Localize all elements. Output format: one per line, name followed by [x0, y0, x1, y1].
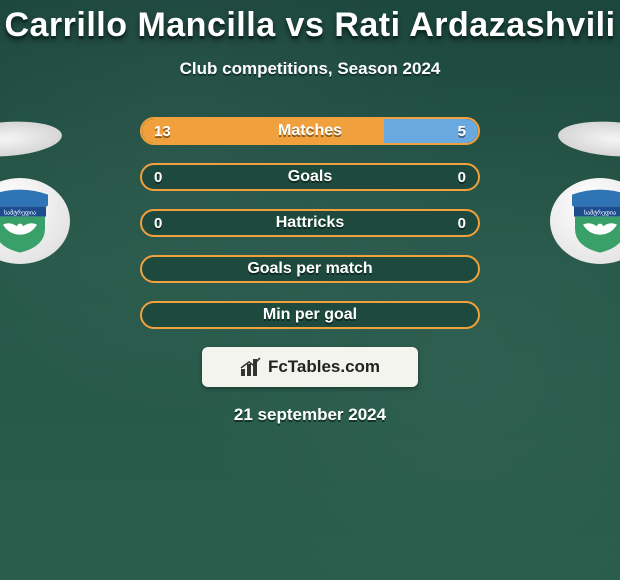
stat-pill: Min per goal: [140, 301, 480, 329]
stat-row: Min per goal: [0, 301, 620, 329]
stat-value-left: 13: [154, 119, 171, 143]
stat-pill: Matches13 5: [140, 117, 480, 145]
stat-label: Hattricks: [142, 214, 478, 232]
stat-value-left: 0: [154, 165, 162, 189]
watermark: FcTables.com: [202, 347, 418, 387]
page-title: Carrillo Mancilla vs Rati Ardazashvili: [0, 0, 620, 45]
stat-row: Goals0 0: [0, 163, 620, 191]
stat-value-right: 0: [458, 211, 466, 235]
stat-value-right: 5: [458, 119, 466, 143]
stat-pill: Hattricks0 0: [140, 209, 480, 237]
subtitle: Club competitions, Season 2024: [0, 59, 620, 79]
stat-row: Goals per match: [0, 255, 620, 283]
bars-icon: [240, 357, 262, 377]
stat-pill: Goals per match: [140, 255, 480, 283]
comparison-card: Carrillo Mancilla vs Rati Ardazashvili C…: [0, 0, 620, 580]
stat-value-left: 0: [154, 211, 162, 235]
stat-row: Hattricks0 0: [0, 209, 620, 237]
watermark-text: FcTables.com: [268, 357, 380, 377]
stat-value-right: 0: [458, 165, 466, 189]
date-label: 21 september 2024: [0, 405, 620, 425]
stat-pill: Goals0 0: [140, 163, 480, 191]
stat-label: Matches: [142, 122, 478, 140]
stat-label: Goals per match: [142, 260, 478, 278]
stat-label: Goals: [142, 168, 478, 186]
stat-rows: Matches135Goals00Hattricks00Goals per ma…: [0, 117, 620, 329]
stat-row: Matches13 5: [0, 117, 620, 145]
stat-label: Min per goal: [142, 306, 478, 324]
